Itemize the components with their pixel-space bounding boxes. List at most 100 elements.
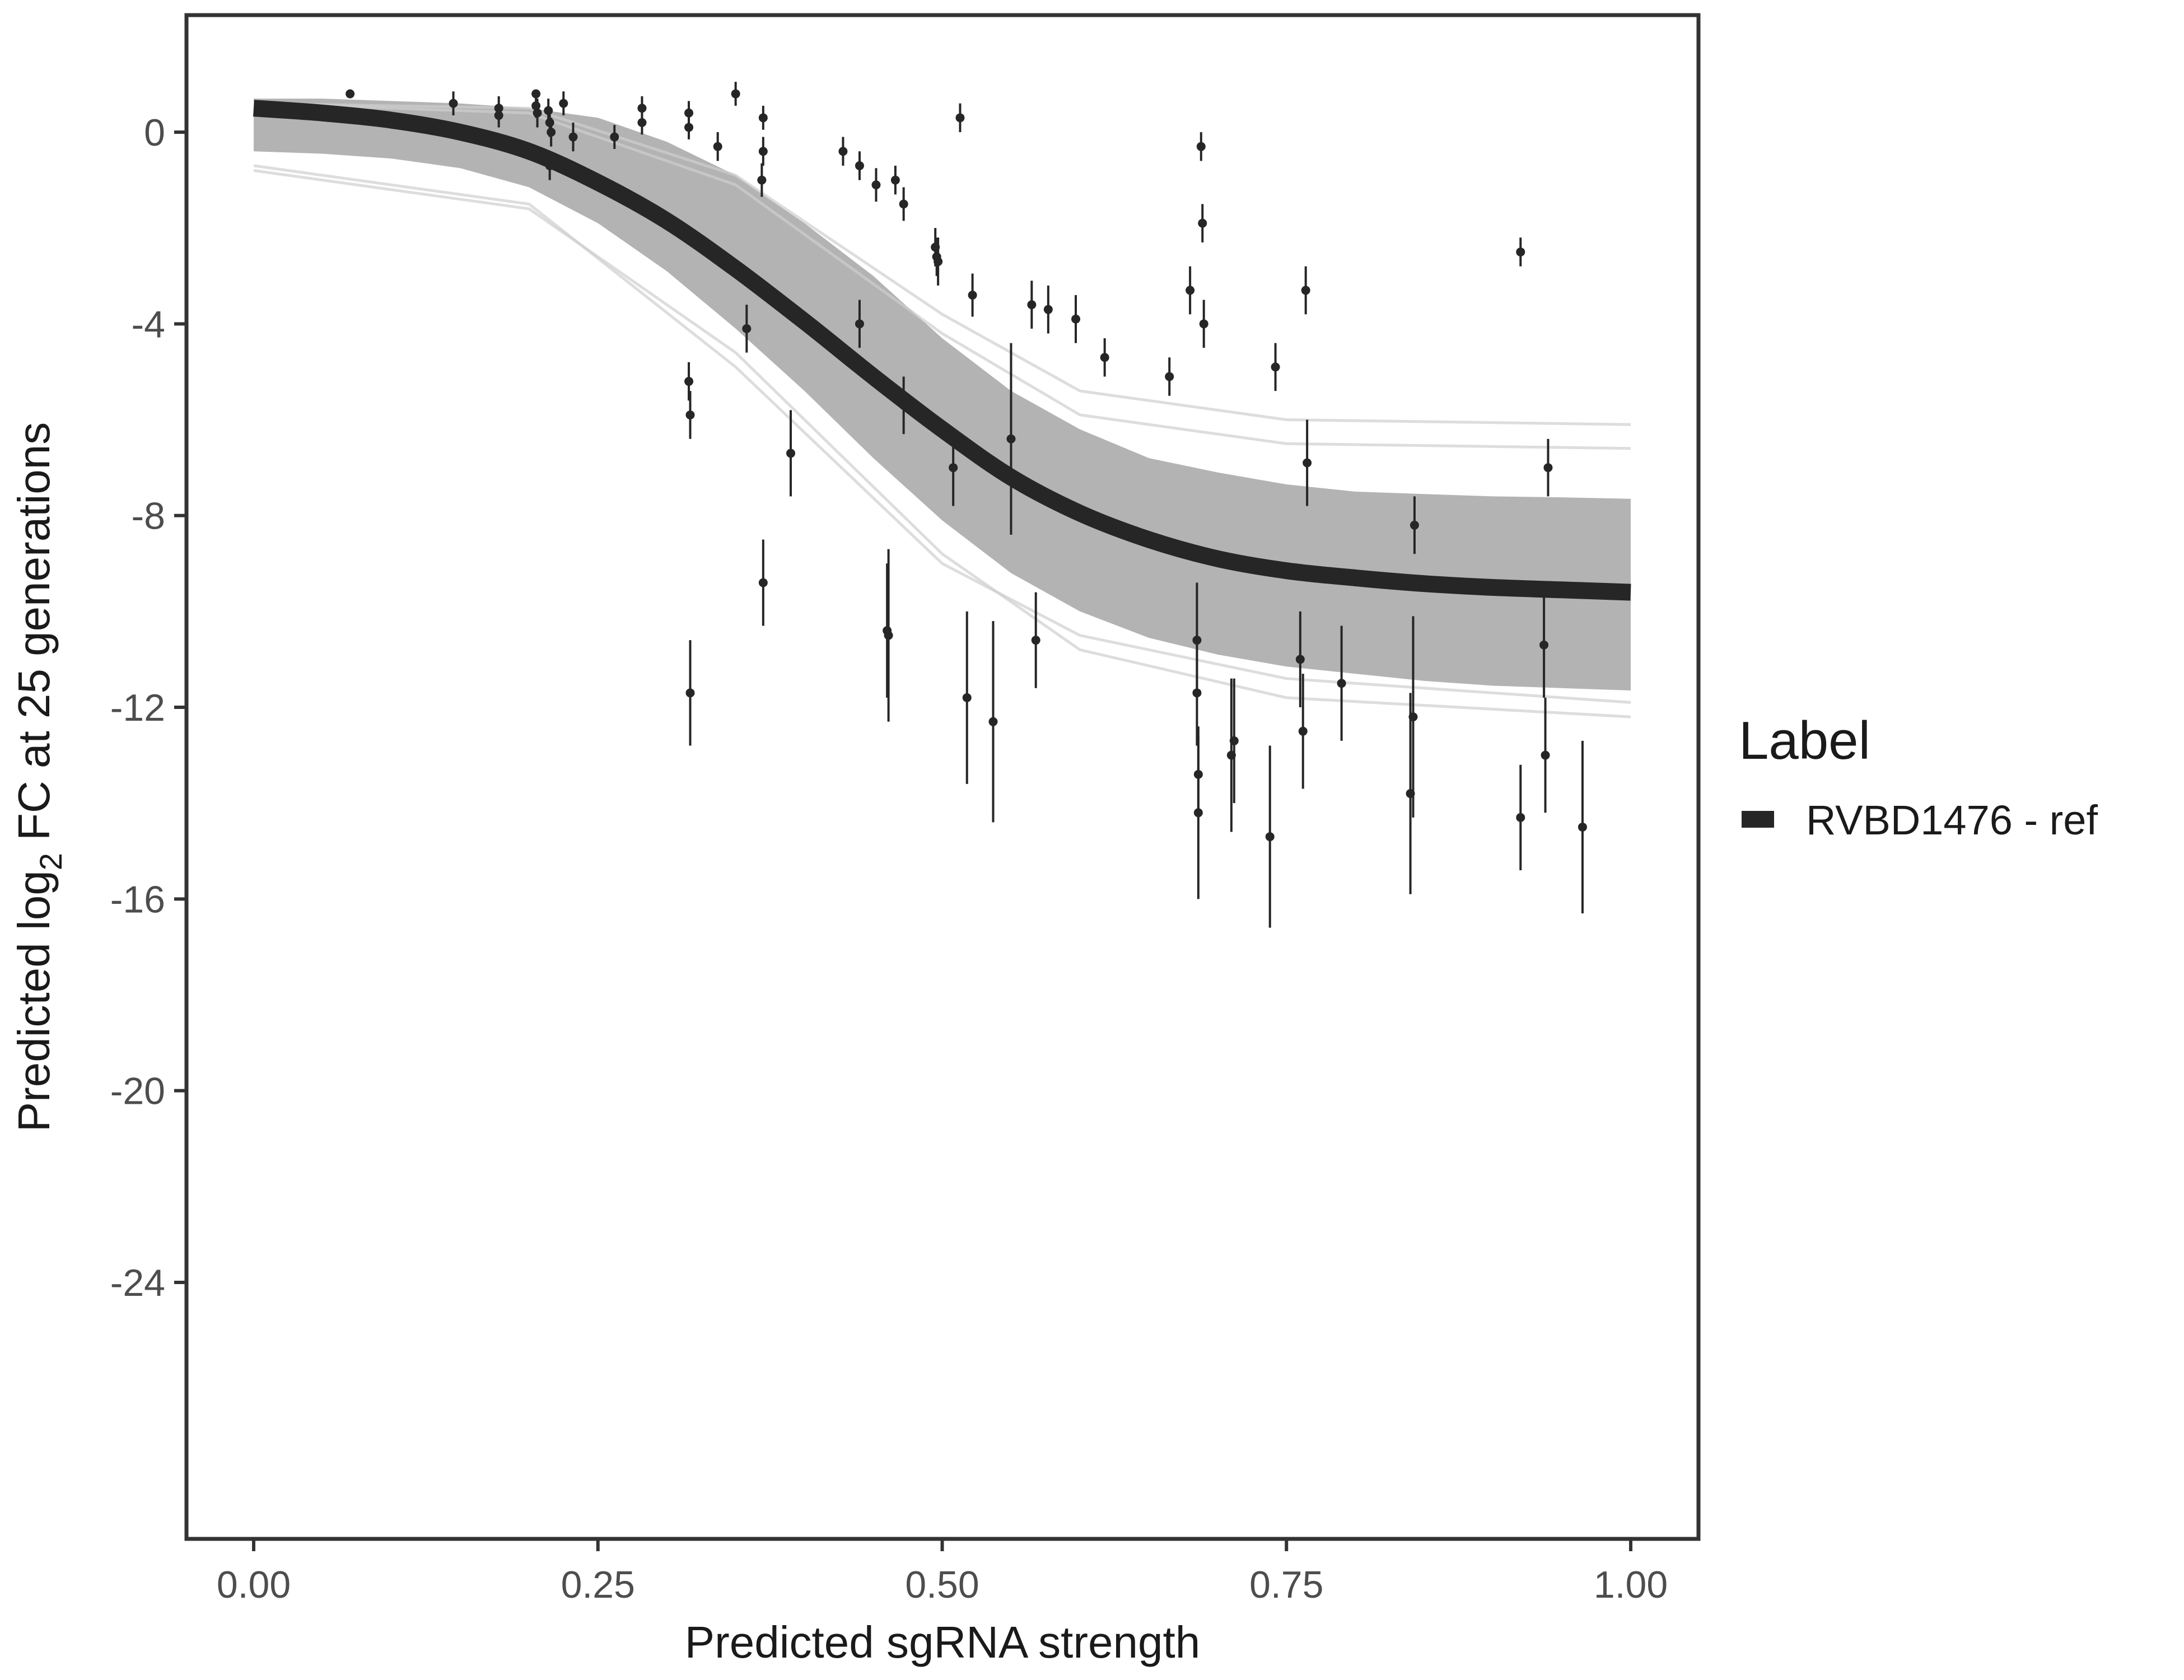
y-tick-label: -20 <box>110 1070 165 1113</box>
posterior-draw-line-4 <box>253 164 1631 704</box>
data-point <box>1295 655 1305 664</box>
data-point-group <box>713 132 722 161</box>
data-point-group <box>1271 343 1280 391</box>
y-axis-title-subscript: 2 <box>33 853 68 870</box>
data-point <box>1303 458 1312 468</box>
data-point-group <box>1516 764 1525 870</box>
data-point-group <box>1516 237 1525 267</box>
data-point <box>1516 813 1525 822</box>
data-point <box>758 147 768 156</box>
data-point-group <box>1337 626 1346 741</box>
data-point <box>637 118 647 127</box>
data-point-group <box>1196 132 1206 161</box>
data-point-group <box>934 237 943 286</box>
data-point <box>1193 808 1203 818</box>
data-point-group <box>533 99 542 128</box>
data-point <box>1408 712 1418 722</box>
x-tick-label: 0.75 <box>1249 1564 1323 1606</box>
data-point-group <box>1408 616 1418 818</box>
data-point-group <box>1193 726 1203 899</box>
data-point-group <box>1006 343 1016 535</box>
y-tick-label: -24 <box>110 1262 165 1304</box>
data-point-group <box>855 300 864 348</box>
data-point-group <box>758 539 768 626</box>
data-point-group <box>547 118 556 147</box>
legend: Label RVBD1476 - ref <box>1739 711 2098 843</box>
data-point-group <box>1301 266 1310 315</box>
data-point <box>949 463 958 473</box>
y-axis-title: Predicted log2 FC at 25 generations <box>9 422 68 1132</box>
data-point <box>855 319 864 329</box>
data-point <box>1271 362 1280 372</box>
y-axis-title-prefix: Predicted log <box>9 870 59 1132</box>
data-point <box>1198 218 1207 228</box>
data-point <box>1196 142 1206 151</box>
data-point <box>1192 688 1202 698</box>
data-point <box>731 89 740 99</box>
data-point-group <box>1295 611 1305 707</box>
data-point <box>757 175 767 185</box>
data-point <box>758 113 768 123</box>
data-point <box>899 400 908 410</box>
data-point <box>637 104 647 113</box>
data-point-group <box>1298 674 1308 789</box>
data-point <box>1229 736 1239 745</box>
data-point-group <box>890 165 900 195</box>
posterior-draw-line-2 <box>253 102 1631 450</box>
data-point-group <box>685 391 695 439</box>
data-point <box>1301 286 1310 295</box>
data-point <box>533 108 542 118</box>
data-point <box>713 142 722 151</box>
data-point <box>684 377 694 386</box>
data-point-group <box>1229 678 1239 804</box>
data-point-group <box>1100 338 1109 377</box>
data-point-group <box>884 549 893 722</box>
data-point <box>838 147 848 156</box>
data-point <box>934 257 943 267</box>
posterior-draw-line-3 <box>253 169 1631 718</box>
fit-curve <box>253 100 1631 601</box>
data-point <box>685 410 695 419</box>
data-point <box>494 111 503 120</box>
y-tick-label: -4 <box>132 303 165 346</box>
data-point-group <box>899 187 908 221</box>
data-point <box>1043 305 1053 314</box>
data-point-group <box>962 611 972 784</box>
data-point <box>988 717 998 726</box>
x-axis: 0.00 0.25 0.50 0.75 1.00 <box>217 1541 1668 1606</box>
x-tick-label: 0.25 <box>561 1564 635 1606</box>
data-point <box>962 693 972 702</box>
data-point-group <box>685 640 695 746</box>
data-point <box>1539 640 1549 650</box>
data-point-group <box>1165 357 1174 396</box>
plot-area <box>253 82 1631 928</box>
panel-border <box>184 13 1701 1541</box>
y-tick-label: -8 <box>132 495 165 538</box>
posterior-draw-line-1 <box>253 102 1631 426</box>
data-point-group <box>1410 496 1419 554</box>
data-point <box>545 118 554 127</box>
data-point <box>559 99 568 108</box>
data-point <box>545 161 554 170</box>
data-point-group <box>949 429 958 506</box>
data-point-group <box>684 115 694 139</box>
x-tick-label: 0.50 <box>905 1564 979 1606</box>
y-axis: 0 -4 -8 -12 -16 -20 -24 <box>110 111 185 1304</box>
legend-key-swatch <box>1742 811 1774 828</box>
data-point-group <box>494 103 503 128</box>
data-point <box>1165 372 1174 381</box>
data-point-group <box>1186 266 1195 315</box>
x-axis-title: Predicted sgRNA strength <box>685 1617 1200 1667</box>
data-point <box>1265 832 1275 842</box>
data-point-group <box>559 91 568 116</box>
data-point <box>1543 463 1553 473</box>
data-point <box>610 132 619 142</box>
data-point <box>684 108 694 118</box>
data-point <box>855 161 864 170</box>
data-point-group <box>1192 640 1202 746</box>
data-point <box>1516 247 1525 256</box>
data-point-group <box>346 89 355 99</box>
data-point <box>449 99 458 108</box>
